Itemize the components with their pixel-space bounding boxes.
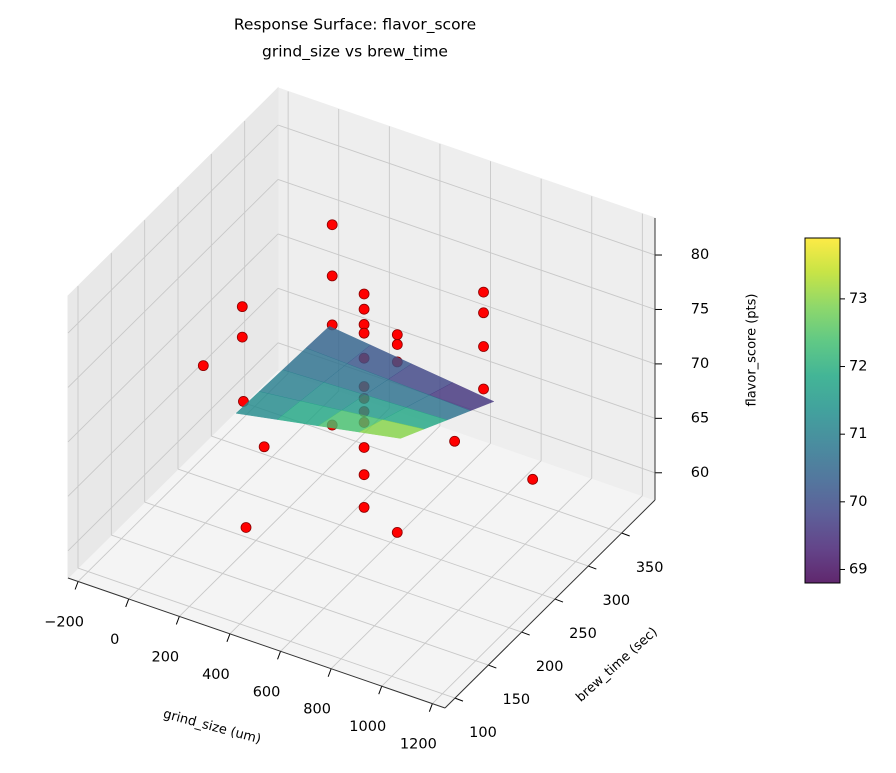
y-tick [621, 532, 630, 537]
grid-line [277, 233, 656, 365]
grid-line [229, 425, 441, 635]
data-point [358, 501, 370, 513]
z-tick-label: 65 [691, 410, 709, 426]
grid-line [211, 435, 589, 567]
grid-line [177, 468, 556, 600]
data-point [478, 341, 489, 352]
axis-line [444, 499, 656, 709]
y-tick-label: 200 [536, 659, 564, 675]
y-tick [588, 565, 597, 570]
x-tick [226, 633, 231, 643]
x-tick-label: 1200 [400, 737, 437, 753]
data-point [326, 219, 338, 231]
grid-line [128, 390, 340, 600]
data-point [326, 270, 338, 282]
x-tick-label: 0 [110, 632, 119, 648]
y-tick-label: 350 [636, 560, 664, 576]
data-point [236, 301, 248, 313]
grid-line [277, 179, 656, 310]
y-tick [454, 697, 464, 702]
grid-line [77, 567, 456, 699]
x-tick [125, 598, 130, 608]
grid-line [330, 460, 542, 670]
grid-line [144, 501, 522, 633]
y-tick-label: 250 [569, 626, 597, 642]
grid-line [67, 233, 279, 443]
grid-line [179, 408, 390, 617]
x-tick-label: −200 [44, 614, 84, 630]
z-tick-label: 60 [691, 465, 709, 481]
data-point [391, 527, 403, 538]
data-point [527, 473, 539, 485]
x-axis-label: grind_size (um) [161, 707, 262, 748]
data-point [358, 442, 370, 453]
x-tick [378, 686, 383, 695]
data-point [236, 331, 248, 343]
data-point [449, 435, 461, 447]
colorbar-frame [804, 237, 841, 584]
axis-line [67, 577, 446, 709]
data-point [358, 327, 370, 339]
grid-line [277, 287, 656, 419]
grid-line [67, 124, 279, 334]
data-point [358, 303, 370, 315]
surface-patch [358, 419, 425, 439]
colorbar-tick-label: 70 [849, 494, 867, 510]
x-tick-label: 1000 [349, 719, 386, 735]
grid-line [67, 288, 279, 497]
data-point [478, 286, 489, 298]
x-tick [327, 668, 332, 677]
colorbar-tick-label: 69 [849, 561, 867, 577]
data-point [391, 329, 403, 341]
grid-line [277, 124, 656, 256]
left-pane [67, 86, 279, 580]
y-tick-label: 100 [469, 725, 497, 741]
data-point [358, 288, 370, 300]
chart-subtitle: grind_size vs brew_time [262, 43, 448, 62]
grid-line [280, 442, 491, 652]
z-tick-label: 80 [691, 247, 709, 263]
x-tick-label: 400 [202, 667, 230, 683]
x-tick [428, 703, 433, 712]
colorbar-tick-label: 71 [849, 426, 867, 442]
colorbar-tick-label: 73 [849, 291, 867, 307]
x-tick [74, 581, 79, 590]
x-tick-label: 600 [253, 684, 281, 700]
x-tick-label: 800 [303, 702, 331, 718]
data-point [478, 383, 489, 395]
data-point [391, 339, 403, 350]
data-point [478, 307, 489, 319]
z-axis-label: flavor_score (pts) [745, 294, 760, 407]
data-point [258, 441, 270, 453]
z-tick-label: 70 [691, 356, 709, 372]
data-point [240, 522, 252, 533]
grid-line [67, 179, 279, 388]
y-tick [488, 664, 497, 669]
x-tick-label: 200 [151, 649, 179, 665]
z-tick-label: 75 [691, 301, 709, 317]
y-tick-label: 300 [602, 593, 630, 609]
colorbar [805, 238, 840, 583]
chart-title: Response Surface: flavor_score [234, 16, 476, 35]
y-tick-label: 150 [502, 692, 530, 708]
data-point [358, 469, 370, 481]
x-tick [277, 651, 282, 660]
colorbar-tick-label: 72 [849, 359, 867, 375]
grid-line [67, 342, 279, 552]
grid-line [432, 495, 643, 704]
x-tick [175, 616, 180, 625]
grid-line [244, 402, 622, 534]
y-tick [521, 631, 530, 636]
data-point [197, 360, 209, 372]
y-tick [554, 598, 564, 603]
grid-line [381, 477, 593, 687]
grid-line [111, 534, 489, 666]
